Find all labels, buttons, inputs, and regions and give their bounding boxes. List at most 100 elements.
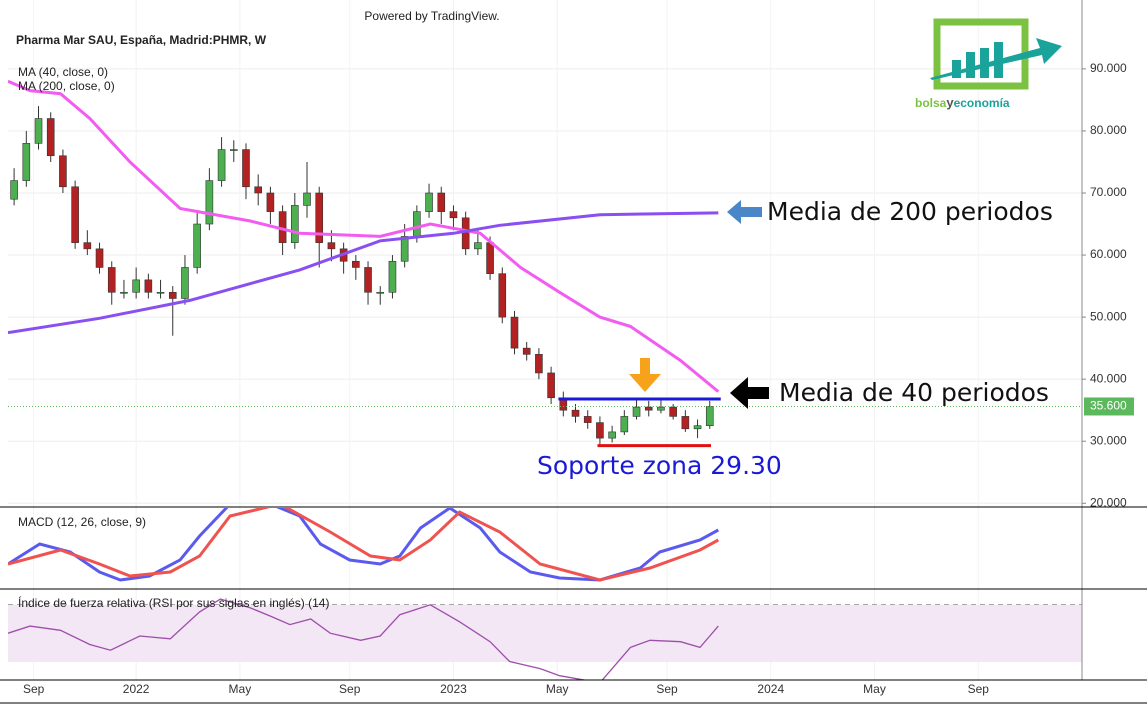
candle-body (522, 347, 531, 355)
macd-title: MACD (12, 26, close, 9) (18, 515, 146, 529)
candle-body (364, 267, 372, 293)
candle-body (46, 118, 55, 157)
credit: Powered by TradingView. (364, 9, 499, 23)
candle-body (168, 291, 177, 299)
y-tick-label: 20.000 (1090, 495, 1127, 509)
y-tick-label: 30.000 (1090, 433, 1127, 447)
rsi-line (8, 598, 719, 680)
candle-body (376, 291, 385, 294)
moving-average-line (8, 79, 720, 393)
candle-body (352, 260, 360, 268)
candle-body (132, 279, 140, 293)
rsi-title: Índice de fuerza relativa (RSI por sus s… (18, 595, 329, 610)
x-tick-label: Sep (656, 682, 678, 696)
candle-body (632, 406, 641, 417)
x-tick-label: May (863, 682, 886, 696)
rsi-band-fill (8, 605, 1082, 662)
x-tick-label: 2024 (757, 682, 784, 696)
candle-body (644, 406, 653, 411)
candle-body (303, 192, 311, 206)
logo-text: economía (954, 96, 1010, 110)
candle-body (156, 291, 165, 294)
candle-body (449, 211, 458, 219)
candle-body (83, 242, 92, 250)
candle-body (400, 236, 409, 262)
candle-body (120, 291, 128, 294)
x-tick-label: May (546, 682, 569, 696)
candle-body (705, 406, 714, 427)
y-tick-label: 60.000 (1090, 247, 1127, 261)
chart-title: Pharma Mar SAU, España, Madrid:PHMR, W (16, 33, 267, 47)
candle-body (608, 431, 616, 439)
annotation: Media de 40 periodos (779, 378, 1049, 407)
candle-body (254, 186, 262, 194)
candle-body (474, 242, 482, 250)
candle-body (107, 267, 116, 293)
price-pane (10, 106, 714, 445)
candle-body (388, 260, 397, 293)
candle-body (461, 217, 470, 250)
candle-body (59, 155, 67, 188)
candle-body (413, 211, 421, 237)
candle-body (620, 416, 629, 433)
arrow (629, 358, 661, 392)
x-tick-label: Sep (23, 682, 45, 696)
candle-body (315, 192, 324, 243)
x-tick-label: Sep (968, 682, 990, 696)
candle-body (498, 273, 507, 318)
candle-body (181, 267, 189, 299)
annotation: Media de 200 periodos (767, 197, 1053, 226)
candle-body (217, 149, 226, 181)
x-tick-label: 2022 (123, 682, 150, 696)
svg-text:bolsayeconomía: bolsayeconomía (915, 95, 1010, 110)
y-tick-label: 70.000 (1090, 185, 1127, 199)
candle-body (22, 143, 31, 181)
legend-text: MA (40, close, 0) (18, 65, 108, 79)
candle-body (596, 422, 604, 439)
candle-body (583, 416, 592, 423)
logo-text: bolsa (915, 96, 947, 110)
candle-body (437, 192, 446, 212)
candle-body (10, 180, 18, 200)
logo-text: y (946, 95, 954, 110)
candle-body (327, 242, 336, 250)
candle-body (681, 416, 690, 430)
candle-body (571, 409, 580, 417)
candle-body (510, 316, 519, 349)
candle-body (205, 180, 214, 225)
moving-average-line (8, 211, 719, 335)
candle-body (193, 223, 201, 268)
candle-body (547, 372, 555, 399)
candle-body (95, 248, 104, 268)
last-price-box (1084, 397, 1134, 416)
candle-body (266, 192, 275, 212)
logo: bolsayeconomía (915, 18, 1062, 110)
arrow (730, 377, 769, 409)
y-tick-label: 50.000 (1090, 309, 1127, 323)
candle-body (71, 186, 79, 243)
candle-body (34, 118, 43, 144)
x-tick-label: Sep (339, 682, 361, 696)
candle-body (242, 149, 250, 188)
last-price-label: 35.600 (1090, 399, 1127, 413)
x-tick-label: May (229, 682, 252, 696)
macd-line (8, 508, 720, 582)
y-tick-label: 80.000 (1090, 123, 1127, 137)
candle-body (693, 425, 702, 430)
x-tick-label: 2023 (440, 682, 467, 696)
candle-body (425, 192, 433, 212)
arrow (727, 200, 762, 224)
macd-line (8, 508, 720, 582)
candle-body (229, 149, 238, 151)
candle-body (144, 279, 153, 293)
candle-body (669, 406, 677, 417)
y-tick-label: 40.000 (1090, 371, 1127, 385)
candle-body (535, 354, 543, 374)
candle-body (486, 242, 494, 274)
y-tick-label: 90.000 (1090, 61, 1127, 75)
annotation: Soporte zona 29.30 (537, 451, 782, 480)
candle-body (657, 406, 665, 411)
candle-body (291, 205, 299, 243)
legend-text: MA (200, close, 0) (18, 79, 115, 93)
